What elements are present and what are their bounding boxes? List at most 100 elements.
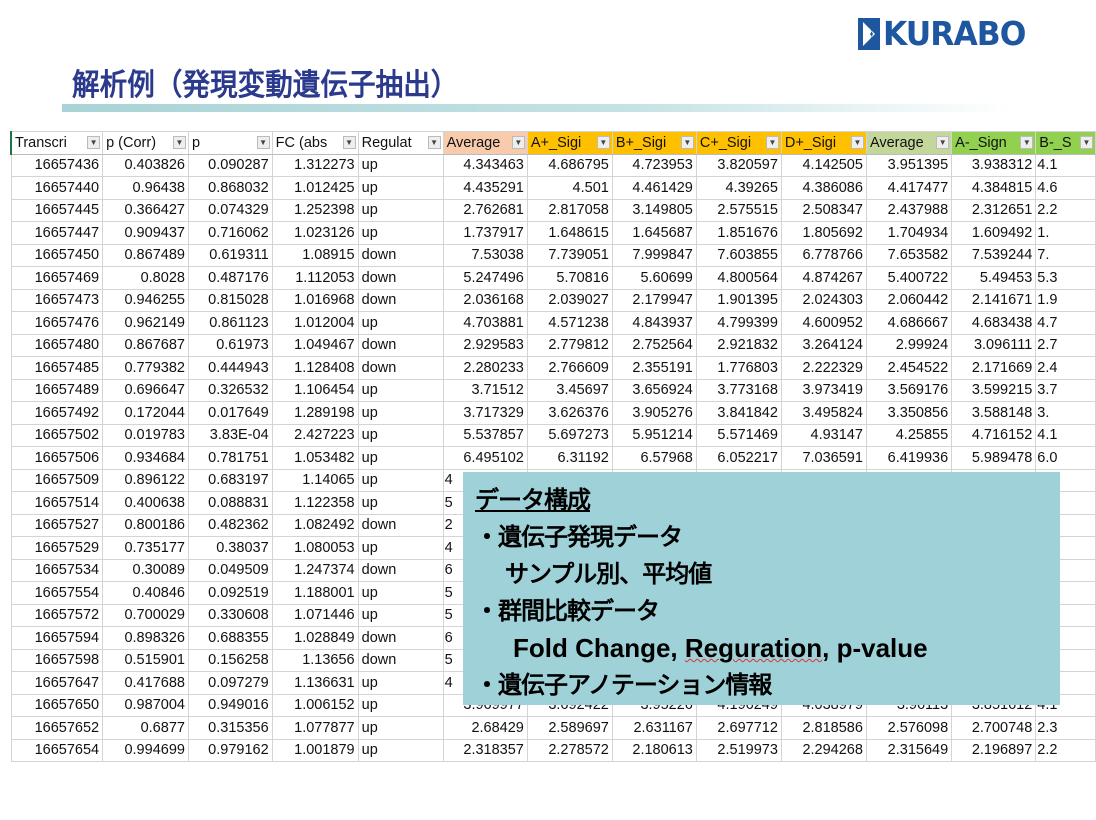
table-cell[interactable]: 16657445 (10, 198, 104, 222)
table-cell[interactable]: 4.417477 (865, 176, 953, 200)
table-cell[interactable]: 1.704934 (865, 221, 953, 245)
table-cell[interactable]: 2.519973 (695, 738, 782, 762)
table-cell[interactable]: 0.30089 (102, 558, 189, 582)
table-cell[interactable]: 0.979162 (187, 738, 273, 762)
column-header[interactable]: D+_Sigi ▼ (780, 131, 867, 155)
table-cell[interactable]: 0.898326 (102, 626, 189, 650)
table-cell[interactable]: 2.697712 (695, 716, 782, 740)
table-cell[interactable]: 0.716062 (187, 221, 273, 245)
table-cell[interactable]: 3.656924 (611, 378, 697, 402)
table-cell[interactable]: 2.060442 (865, 288, 953, 312)
table-cell[interactable]: 0.779382 (102, 356, 189, 380)
table-cell[interactable]: down (357, 356, 444, 380)
table-cell[interactable]: 4.716152 (951, 423, 1037, 447)
table-cell[interactable]: 5.70816 (526, 266, 613, 290)
table-cell[interactable]: 0.700029 (102, 603, 189, 627)
table-cell[interactable]: 1.901395 (695, 288, 782, 312)
table-cell[interactable]: 5.3 (1035, 266, 1096, 290)
table-cell[interactable]: 16657647 (10, 671, 104, 695)
column-header[interactable]: Average ▼ (865, 131, 953, 155)
table-cell[interactable]: 3.599215 (951, 378, 1037, 402)
table-cell[interactable]: 0.172044 (102, 401, 189, 425)
table-cell[interactable]: 4.683438 (951, 311, 1037, 335)
table-cell[interactable]: 0.934684 (102, 446, 189, 470)
table-cell[interactable]: up (357, 198, 444, 222)
table-cell[interactable]: 7.603855 (695, 243, 782, 267)
table-cell[interactable]: 16657473 (10, 288, 104, 312)
table-cell[interactable]: 0.619311 (187, 243, 273, 267)
table-cell[interactable]: 6.31192 (526, 446, 613, 470)
table-cell[interactable]: 0.482362 (187, 513, 273, 537)
table-cell[interactable]: down (357, 266, 444, 290)
table-cell[interactable]: up (357, 581, 444, 605)
table-cell[interactable]: 16657598 (10, 648, 104, 672)
table-cell[interactable]: 1.289198 (271, 401, 359, 425)
table-cell[interactable]: 16657514 (10, 491, 104, 515)
table-cell[interactable]: up (357, 446, 444, 470)
table-cell[interactable]: 16657529 (10, 536, 104, 560)
table-cell[interactable]: 3.717329 (442, 401, 528, 425)
table-cell[interactable]: 0.444943 (187, 356, 273, 380)
table-cell[interactable]: 1.012425 (271, 176, 359, 200)
table-cell[interactable]: 4.461429 (611, 176, 697, 200)
table-cell[interactable]: 4.343463 (442, 153, 528, 177)
table-cell[interactable]: 2.631167 (611, 716, 697, 740)
table-cell[interactable]: up (357, 401, 444, 425)
table-cell[interactable]: 16657572 (10, 603, 104, 627)
filter-dropdown-icon[interactable]: ▼ (850, 136, 864, 149)
table-cell[interactable]: 6.57968 (611, 446, 697, 470)
table-cell[interactable]: 2.024303 (780, 288, 867, 312)
filter-dropdown-icon[interactable]: ▼ (427, 136, 441, 149)
table-cell[interactable]: 0.417688 (102, 671, 189, 695)
table-cell[interactable]: 1.128408 (271, 356, 359, 380)
table-cell[interactable]: 2.179947 (611, 288, 697, 312)
table-cell[interactable]: 6.0 (1035, 446, 1096, 470)
table-cell[interactable]: 4.723953 (611, 153, 697, 177)
column-header[interactable]: FC (abs ▼ (271, 131, 359, 155)
table-cell[interactable]: 3. (1035, 401, 1096, 425)
table-cell[interactable]: 0.987004 (102, 693, 189, 717)
column-header[interactable]: B-_S ▼ (1035, 131, 1096, 155)
table-cell[interactable]: 4.386086 (780, 176, 867, 200)
filter-dropdown-icon[interactable]: ▼ (596, 136, 610, 149)
table-cell[interactable]: 2.141671 (951, 288, 1037, 312)
table-cell[interactable]: 0.090287 (187, 153, 273, 177)
table-cell[interactable]: 0.735177 (102, 536, 189, 560)
table-cell[interactable]: 1.112053 (271, 266, 359, 290)
table-cell[interactable]: 16657440 (10, 176, 104, 200)
table-cell[interactable]: 0.074329 (187, 198, 273, 222)
column-header[interactable]: p ▼ (187, 131, 273, 155)
table-cell[interactable]: 2.180613 (611, 738, 697, 762)
table-cell[interactable]: up (357, 693, 444, 717)
table-cell[interactable]: 7.539244 (951, 243, 1037, 267)
filter-dropdown-icon[interactable]: ▼ (936, 136, 950, 149)
table-cell[interactable]: 3.350856 (865, 401, 953, 425)
table-cell[interactable]: up (357, 603, 444, 627)
table-cell[interactable]: down (357, 513, 444, 537)
table-cell[interactable]: 1.012004 (271, 311, 359, 335)
column-header[interactable]: Regulat ▼ (357, 131, 444, 155)
table-cell[interactable]: 0.800186 (102, 513, 189, 537)
table-cell[interactable]: 2.312651 (951, 198, 1037, 222)
filter-dropdown-icon[interactable]: ▼ (1020, 136, 1034, 149)
table-cell[interactable]: 1.080053 (271, 536, 359, 560)
table-cell[interactable]: 2.427223 (271, 423, 359, 447)
table-cell[interactable]: 2.315649 (865, 738, 953, 762)
table-cell[interactable]: 5.537857 (442, 423, 528, 447)
table-cell[interactable]: 1.082492 (271, 513, 359, 537)
table-cell[interactable]: up (357, 221, 444, 245)
table-cell[interactable]: up (357, 491, 444, 515)
table-cell[interactable]: 2.355191 (611, 356, 697, 380)
table-cell[interactable]: 0.6877 (102, 716, 189, 740)
table-cell[interactable]: 16657506 (10, 446, 104, 470)
table-cell[interactable]: 3.264124 (780, 333, 867, 357)
table-cell[interactable]: 2.454522 (865, 356, 953, 380)
table-cell[interactable]: 0.683197 (187, 468, 273, 492)
table-cell[interactable]: 1.9 (1035, 288, 1096, 312)
table-cell[interactable]: 2.921832 (695, 333, 782, 357)
table-cell[interactable]: 4.25855 (865, 423, 953, 447)
table-cell[interactable]: 2.99924 (865, 333, 953, 357)
filter-dropdown-icon[interactable]: ▼ (680, 136, 694, 149)
table-cell[interactable]: 0.96438 (102, 176, 189, 200)
table-cell[interactable]: 2.700748 (951, 716, 1037, 740)
